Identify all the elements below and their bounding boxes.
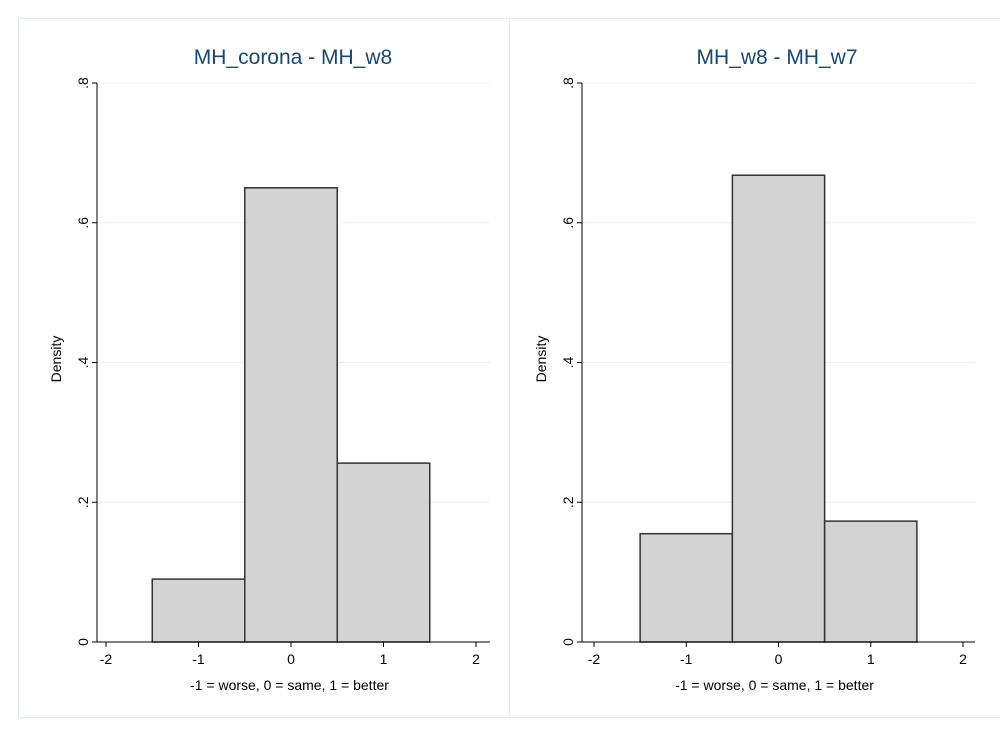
x-tick-label: -2 [100,651,113,667]
x-axis-label: -1 = worse, 0 = same, 1 = better [190,677,389,693]
x-tick-label: 2 [472,651,480,667]
x-axis-label: -1 = worse, 0 = same, 1 = better [675,677,874,693]
chart-title: MH_w8 - MH_w7 [696,46,857,69]
y-axis-label: Density [533,336,549,383]
y-tick-label: .8 [560,77,576,89]
x-tick-label: -2 [588,651,601,667]
y-tick-label: .4 [560,356,576,368]
y-tick-label: 0 [560,638,576,646]
x-tick-label: -1 [680,651,693,667]
y-tick-label: .4 [75,356,91,368]
x-tick-label: 1 [867,651,875,667]
y-axis-label: Density [48,336,64,383]
y-tick-label: .2 [75,496,91,508]
chart-title: MH_corona - MH_w8 [194,46,392,69]
histogram-bar [823,520,918,643]
x-tick-label: 0 [287,651,295,667]
histogram-bar [151,578,246,643]
y-tick-label: 0 [75,638,91,646]
histogram-bar [244,187,338,643]
histogram-bar [731,174,826,643]
x-tick-label: 1 [380,651,388,667]
y-tick-label: .6 [75,217,91,229]
x-tick-label: 0 [775,651,783,667]
histogram-bar [336,462,431,643]
histogram-bar [639,532,734,643]
x-tick-label: -1 [192,651,205,667]
x-tick-label: 2 [959,651,967,667]
y-tick-label: .2 [560,496,576,508]
panel-divider [509,18,510,716]
y-tick-label: .6 [560,217,576,229]
y-tick-label: .8 [75,77,91,89]
